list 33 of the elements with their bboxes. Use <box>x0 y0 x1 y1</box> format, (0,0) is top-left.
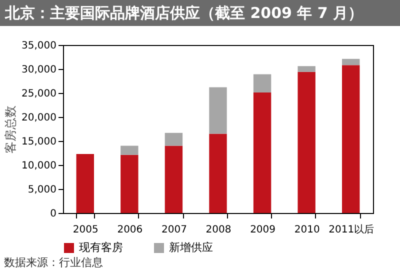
y-tick-label: 35,000 <box>22 40 56 52</box>
bar <box>120 154 138 213</box>
bar <box>253 74 272 93</box>
bar <box>209 87 227 134</box>
bar <box>209 134 227 213</box>
y-tick-label: 0 <box>50 208 56 220</box>
x-tick-label: 2010 <box>294 224 320 236</box>
bar <box>76 154 94 213</box>
x-tick-label: 2008 <box>206 224 232 236</box>
y-tick-label: 25,000 <box>22 88 56 100</box>
bar <box>298 72 316 213</box>
legend-label: 新增供应 <box>169 241 213 254</box>
y-tick-label: 20,000 <box>22 112 56 124</box>
source-note: 数据来源：行业信息 <box>3 255 104 270</box>
x-tick-label: 2005 <box>72 224 98 236</box>
y-tick-label: 10,000 <box>22 160 56 172</box>
bar <box>164 146 183 213</box>
y-tick-label: 15,000 <box>22 136 56 148</box>
bar <box>342 65 360 213</box>
chart-title: 北京：主要国际品牌酒店供应（截至 2009 年 7 月） <box>0 0 400 26</box>
y-tick-label: 30,000 <box>22 64 56 76</box>
x-tick-label: 2006 <box>117 224 143 236</box>
bar <box>342 58 360 66</box>
x-tick-label: 2007 <box>161 224 187 236</box>
y-axis-title: 客房总数 <box>4 106 18 154</box>
legend-label: 现有客房 <box>79 241 123 254</box>
bar <box>253 92 272 213</box>
x-tick-label: 2011以后 <box>328 224 374 236</box>
bar <box>120 146 138 155</box>
bar <box>164 132 183 146</box>
x-tick-label: 2009 <box>250 224 276 236</box>
bar <box>298 66 316 72</box>
y-tick-label: 5,000 <box>28 184 56 196</box>
